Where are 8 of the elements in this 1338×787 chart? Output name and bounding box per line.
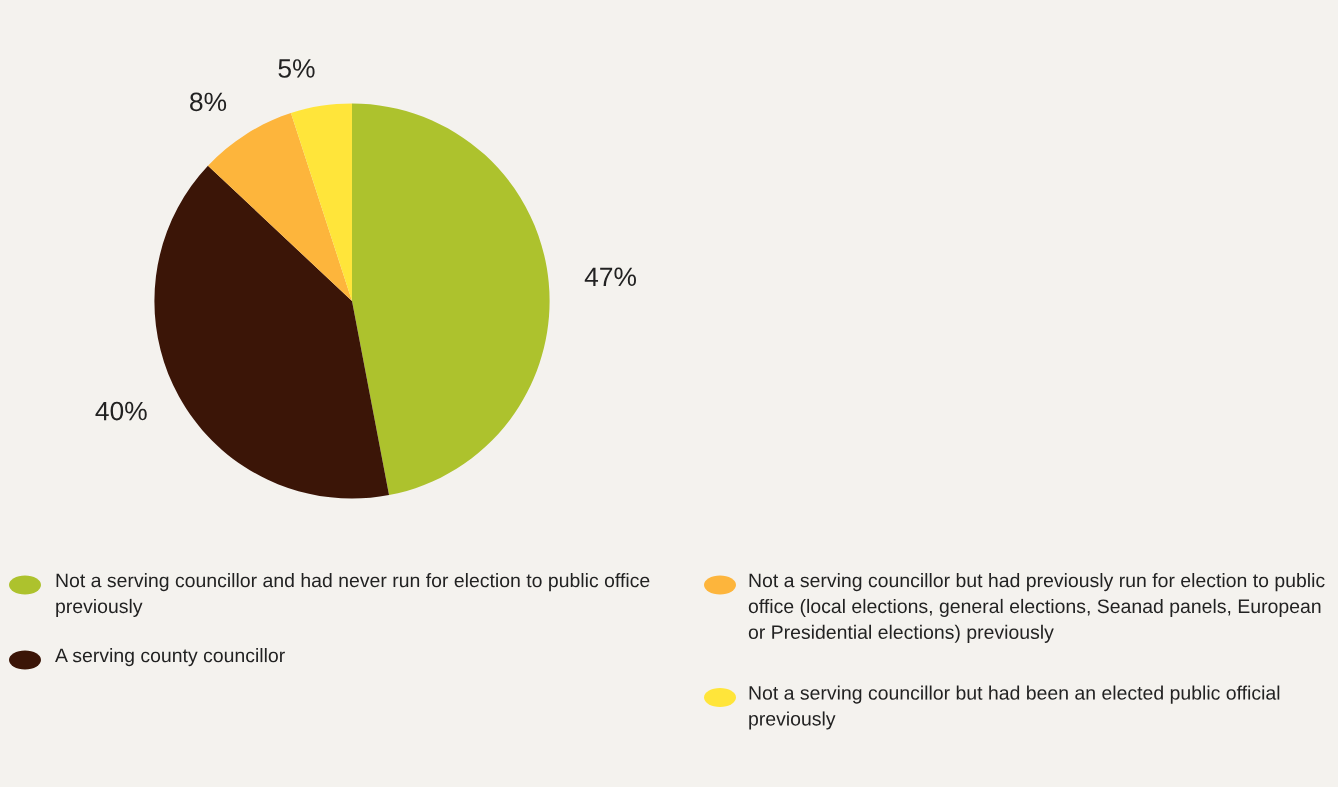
legend-label: Not a serving councillor but had previously run for election to public office (local elections, general elections, Seanad panels, European or Presidential elections) previously — [748, 573, 1325, 643]
legend-label: A serving county councillor — [55, 648, 285, 667]
data-label: 8% — [190, 92, 227, 112]
legend-label: Not a serving councillor and had never run for election to public office previously — [56, 573, 650, 617]
data-label: 40% — [95, 401, 147, 421]
legend-label: Not a serving councillor but had been an elected public official previously — [749, 685, 1280, 730]
data-label: 5% — [278, 59, 315, 78]
data-label: 47% — [584, 267, 637, 287]
